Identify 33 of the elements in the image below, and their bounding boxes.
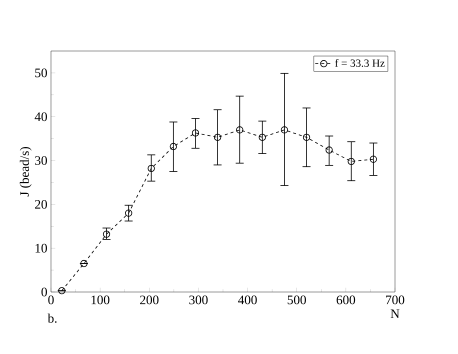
point xyxy=(58,287,66,294)
point xyxy=(80,260,88,268)
y-tick-label: 0 xyxy=(41,288,47,296)
x-tick-label: 100 xyxy=(92,296,110,304)
point xyxy=(348,158,355,166)
legend-label: f = 33.3 Hz xyxy=(335,59,385,67)
point xyxy=(214,134,222,141)
point xyxy=(258,134,266,141)
text: b. xyxy=(48,314,57,323)
point xyxy=(280,126,288,134)
point xyxy=(125,210,132,217)
y-tick-label: 10 xyxy=(36,244,47,253)
x-tick-label: 0 xyxy=(48,296,54,304)
point xyxy=(148,164,155,172)
x-tick-label: 600 xyxy=(336,296,356,304)
y-tick-label: 40 xyxy=(34,112,47,122)
point xyxy=(102,230,110,238)
point xyxy=(170,142,177,150)
y-tick-label: 50 xyxy=(35,68,47,78)
x-axis-title: N xyxy=(390,310,400,318)
y-tick-label: 30 xyxy=(35,156,47,165)
point xyxy=(326,146,333,154)
point xyxy=(192,129,200,137)
x-tick-label: 500 xyxy=(288,296,306,304)
point xyxy=(236,126,244,134)
x-tick-label: 400 xyxy=(238,296,257,304)
point xyxy=(370,156,377,163)
y-axis-title: J (bead/s) xyxy=(20,146,32,196)
x-tick-label: 200 xyxy=(140,296,159,304)
point xyxy=(302,134,310,141)
x-tick-label: 300 xyxy=(189,296,208,304)
x-tick-label: 700 xyxy=(386,296,404,304)
y-tick-label: 20 xyxy=(35,200,47,209)
